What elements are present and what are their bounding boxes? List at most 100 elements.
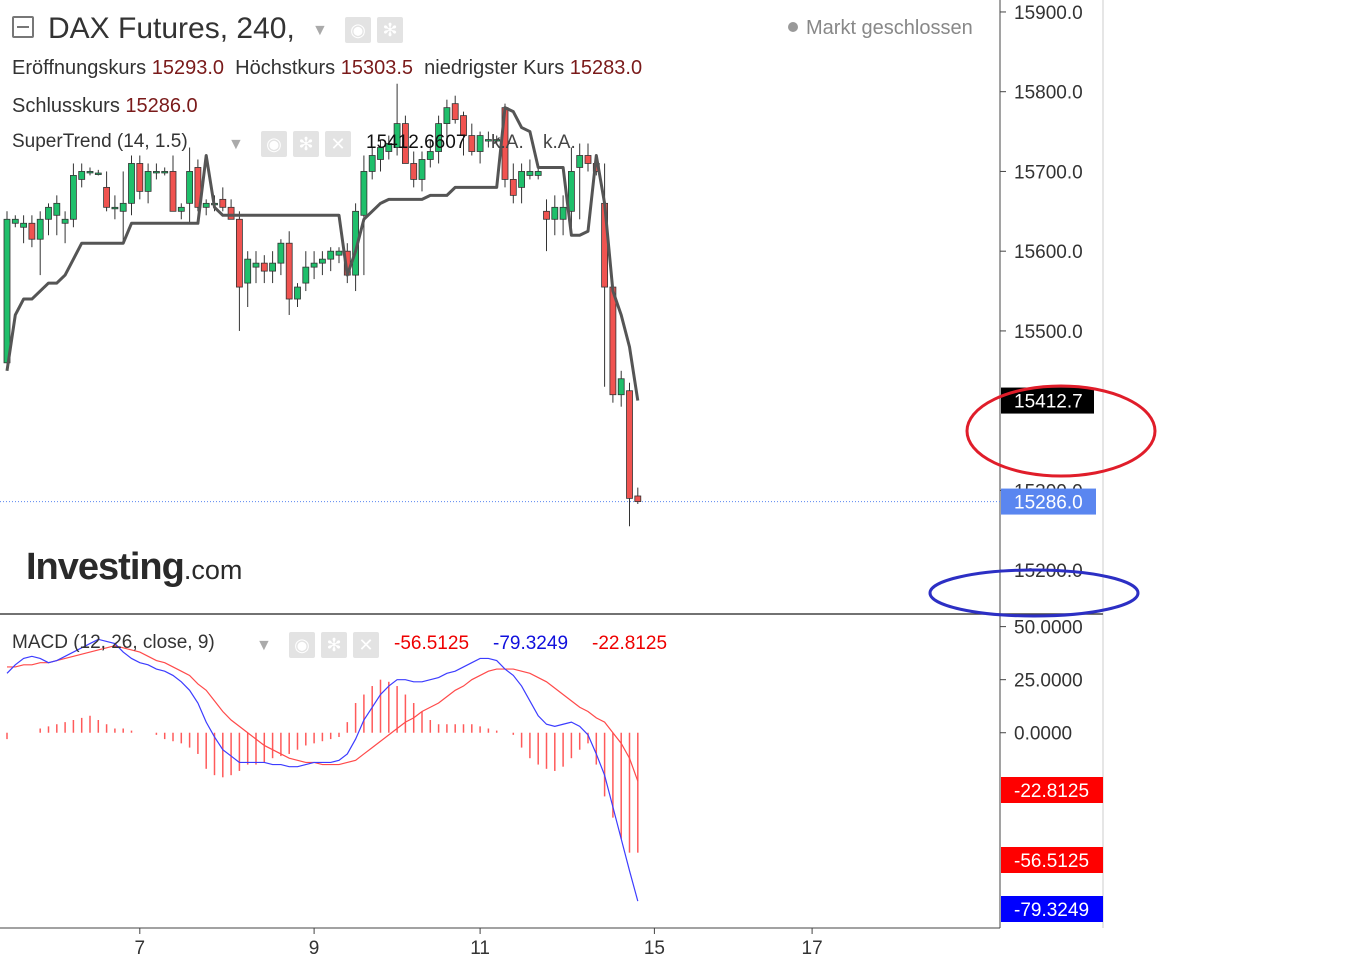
candle-body bbox=[177, 206, 185, 212]
chevron-down-icon[interactable]: ▼ bbox=[312, 22, 328, 39]
time-tick-label: 15 bbox=[644, 938, 665, 959]
ohlc-row: Eröffnungskurs 15293.0 Höchstkurs 15303.… bbox=[12, 57, 642, 80]
time-tick-label: 11 bbox=[470, 938, 490, 959]
candle-body bbox=[277, 242, 285, 264]
candle-body bbox=[186, 171, 194, 204]
candle-body bbox=[310, 262, 318, 268]
candle-body bbox=[460, 115, 467, 136]
candle-body bbox=[476, 135, 484, 152]
candle-body bbox=[252, 262, 260, 268]
candle-body bbox=[385, 143, 393, 152]
high-label: Höchstkurs bbox=[235, 57, 336, 79]
macd-line-value: -79.3249 bbox=[493, 633, 569, 654]
macd-tick-label: 50.0000 bbox=[1014, 618, 1083, 639]
close-label: Schlusskurs bbox=[12, 95, 120, 117]
eye-icon[interactable]: ◉ bbox=[289, 632, 315, 658]
candle-body bbox=[584, 155, 592, 164]
collapse-icon[interactable] bbox=[12, 16, 34, 38]
candle-body bbox=[418, 159, 426, 180]
time-tick-label: 9 bbox=[309, 938, 320, 959]
high-value: 15303.5 bbox=[340, 57, 414, 79]
open-value: 15293.0 bbox=[151, 57, 225, 79]
candle-body bbox=[161, 171, 169, 174]
candle-body bbox=[410, 163, 418, 180]
candle-body bbox=[103, 186, 110, 208]
candle-body bbox=[11, 218, 19, 224]
candle-body bbox=[45, 206, 52, 220]
macd-line-tag-label: -79.3249 bbox=[1014, 900, 1089, 921]
supertrend-label[interactable]: SuperTrend (14, 1.5) bbox=[12, 131, 188, 152]
gear-icon[interactable]: ✻ bbox=[293, 131, 319, 157]
chevron-down-icon[interactable]: ▼ bbox=[228, 136, 244, 153]
candle-body bbox=[28, 222, 36, 240]
time-tick-label: 17 bbox=[802, 938, 823, 959]
price-tick-label: 15600.0 bbox=[1014, 242, 1083, 263]
supertrend-value: 15412.6607 bbox=[366, 132, 467, 153]
eye-icon[interactable]: ◉ bbox=[261, 131, 287, 157]
gear-icon[interactable]: ✻ bbox=[321, 632, 347, 658]
market-status: Markt geschlossen bbox=[788, 17, 973, 40]
last-price-tag-label: 15286.0 bbox=[1014, 493, 1083, 514]
candle-body bbox=[526, 171, 534, 176]
chart-title: DAX Futures, 240, bbox=[48, 12, 295, 45]
gear-icon[interactable]: ✻ bbox=[377, 17, 403, 43]
eye-icon[interactable]: ◉ bbox=[345, 17, 371, 43]
candle-body bbox=[468, 135, 476, 152]
candle-body bbox=[302, 266, 310, 284]
candle-body bbox=[86, 171, 94, 174]
candle-body bbox=[435, 123, 443, 152]
macd-label[interactable]: MACD (12, 26, close, 9) bbox=[12, 632, 215, 653]
macd-line bbox=[6, 638, 639, 902]
candle-body bbox=[128, 163, 135, 204]
candle-body bbox=[318, 258, 326, 264]
candle-body bbox=[144, 171, 152, 192]
candle-body bbox=[484, 139, 492, 142]
candle-body bbox=[509, 179, 517, 196]
candle-body bbox=[335, 250, 343, 256]
status-dot-icon bbox=[788, 22, 798, 32]
close-value: 15286.0 bbox=[125, 95, 198, 117]
candle-body bbox=[235, 218, 243, 288]
candle-body bbox=[443, 107, 451, 124]
open-label: Eröffnungskurs bbox=[12, 57, 147, 79]
candle-body bbox=[285, 242, 293, 300]
chevron-down-icon[interactable]: ▼ bbox=[256, 637, 272, 654]
candle-body bbox=[559, 206, 567, 220]
candle-body bbox=[568, 171, 575, 212]
macd-signal-line bbox=[7, 645, 639, 782]
close-icon[interactable]: ✕ bbox=[325, 131, 351, 157]
macd-signal-tag bbox=[1001, 777, 1103, 803]
investing-logo: Investing.com bbox=[26, 546, 242, 589]
candle-body bbox=[543, 210, 550, 220]
candle-body bbox=[61, 218, 69, 224]
candle-body bbox=[227, 206, 235, 220]
candle-body bbox=[94, 172, 102, 175]
supertrend-line bbox=[5, 106, 640, 401]
candle-body bbox=[327, 250, 335, 260]
candle-body bbox=[426, 151, 434, 160]
time-tick-label: 7 bbox=[135, 938, 146, 959]
close-icon[interactable]: ✕ bbox=[353, 632, 379, 658]
candle-body bbox=[20, 222, 28, 228]
candle-body bbox=[269, 262, 277, 272]
price-tick-label: 15500.0 bbox=[1014, 322, 1083, 343]
candle-body bbox=[451, 103, 459, 121]
candle-body bbox=[152, 171, 160, 174]
candle-body bbox=[111, 206, 119, 210]
candle-body bbox=[534, 171, 542, 176]
candle-body bbox=[169, 171, 177, 212]
candle-body bbox=[119, 202, 127, 212]
highlight-ellipse-blue bbox=[928, 568, 1140, 618]
macd-signal-tag-label: -22.8125 bbox=[1014, 781, 1089, 802]
candle-body bbox=[401, 123, 409, 164]
candle-body bbox=[368, 155, 376, 172]
candle-body bbox=[360, 171, 368, 216]
candle-body bbox=[3, 218, 11, 364]
supertrend-na-1: k.A. bbox=[491, 132, 524, 153]
price-tick-label: 15800.0 bbox=[1014, 83, 1083, 104]
market-status-text: Markt geschlossen bbox=[806, 17, 973, 39]
candle-body bbox=[377, 147, 384, 160]
candle-body bbox=[78, 171, 86, 180]
candle-body bbox=[518, 171, 525, 188]
